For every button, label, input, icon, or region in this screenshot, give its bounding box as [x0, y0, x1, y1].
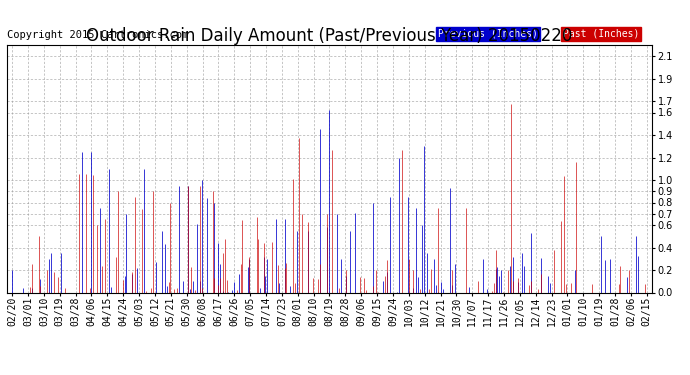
- Text: Previous (Inches): Previous (Inches): [438, 29, 538, 39]
- Text: Copyright 2015 Cartronics.com: Copyright 2015 Cartronics.com: [7, 30, 188, 40]
- Text: Past (Inches): Past (Inches): [563, 29, 640, 39]
- Title: Outdoor Rain Daily Amount (Past/Previous Year) 20150220: Outdoor Rain Daily Amount (Past/Previous…: [86, 27, 573, 45]
